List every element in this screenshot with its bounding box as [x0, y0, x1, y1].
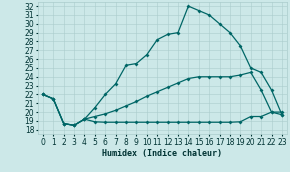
X-axis label: Humidex (Indice chaleur): Humidex (Indice chaleur)	[102, 149, 222, 158]
